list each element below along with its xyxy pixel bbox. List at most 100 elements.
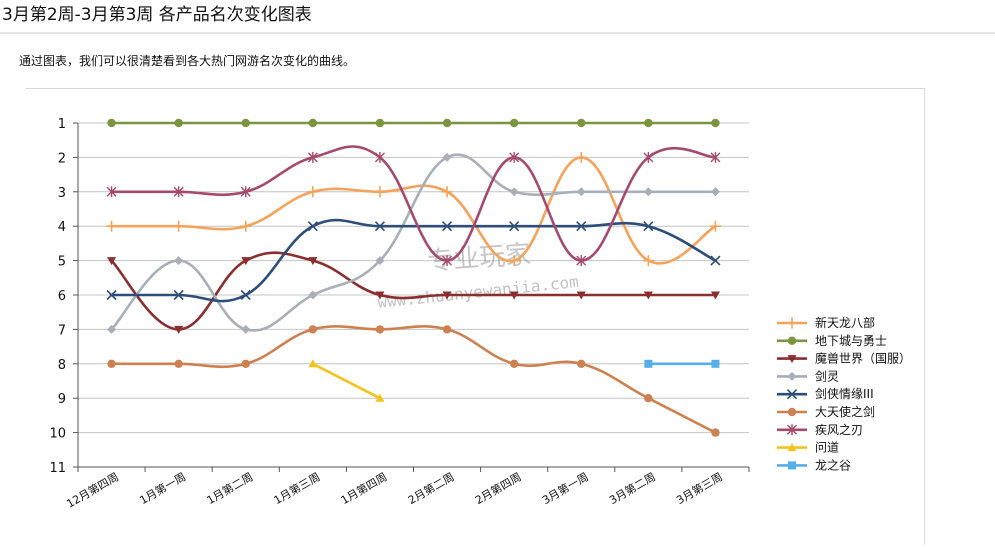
series-line — [110, 251, 717, 331]
data-point — [173, 220, 185, 232]
legend-item: 剑侠情缘III — [777, 386, 874, 401]
data-point — [788, 461, 796, 470]
data-point — [508, 255, 520, 267]
y-tick-label: 2 — [58, 151, 66, 166]
data-point — [442, 152, 452, 162]
data-point — [106, 220, 118, 232]
data-point — [442, 118, 452, 128]
data-point — [106, 289, 117, 301]
y-tick-label: 9 — [58, 392, 66, 407]
data-point — [711, 428, 720, 437]
series-line — [311, 362, 382, 400]
data-point — [642, 255, 654, 267]
data-point — [240, 186, 251, 198]
chart-frame — [26, 88, 925, 545]
data-point — [375, 256, 385, 266]
data-point — [174, 325, 184, 334]
data-point — [308, 118, 318, 128]
data-point — [375, 325, 385, 334]
data-point — [173, 186, 184, 198]
data-point — [308, 325, 318, 334]
data-point — [787, 407, 797, 417]
data-point — [786, 389, 798, 400]
data-point — [644, 359, 653, 368]
x-tick-label: 1月第三周 — [271, 469, 322, 507]
data-point — [374, 186, 386, 198]
data-point — [710, 291, 720, 300]
legend-item: 魔兽世界（国服） — [777, 351, 911, 366]
data-point — [307, 151, 318, 163]
y-tick-label: 4 — [58, 220, 66, 235]
watermark: 专业玩家 www.zhuanyewanjia.com — [376, 240, 579, 312]
data-point — [174, 256, 184, 266]
data-point — [509, 359, 519, 368]
data-point — [107, 257, 117, 266]
series-group — [106, 151, 721, 267]
y-tick-label: 11 — [49, 461, 66, 476]
y-tick-label: 5 — [58, 255, 66, 270]
data-point — [710, 255, 721, 266]
data-point — [107, 324, 117, 334]
data-point — [787, 443, 797, 452]
series-line — [110, 156, 717, 265]
series-line — [110, 325, 717, 434]
data-point — [240, 220, 252, 232]
data-point — [577, 118, 586, 128]
data-point — [711, 359, 720, 368]
series-group — [107, 251, 720, 334]
legend-label: 疾风之刃 — [815, 422, 863, 437]
data-point — [509, 221, 520, 232]
x-tick-label: 1月第四周 — [338, 469, 389, 507]
x-tick-label: 3月第三周 — [674, 469, 725, 507]
series-line — [110, 153, 717, 332]
data-point — [241, 118, 250, 128]
legend-label: 剑侠情缘III — [815, 386, 874, 401]
x-tick-label: 3月第一周 — [540, 469, 591, 507]
y-tick-label: 6 — [58, 289, 66, 304]
data-point — [308, 257, 318, 266]
data-point — [174, 359, 183, 368]
data-point — [576, 291, 586, 300]
x-tick-label: 2月第二周 — [405, 469, 456, 507]
legend-label: 大天使之剑 — [815, 404, 875, 419]
watermark-url: www.zhuanyewanjia.com — [376, 272, 579, 312]
legend-label: 新天龙八部 — [815, 315, 875, 330]
data-point — [509, 291, 519, 300]
y-tick-label: 1 — [58, 117, 66, 132]
data-point — [374, 221, 386, 232]
data-point — [509, 118, 519, 128]
data-point — [787, 371, 797, 381]
y-tick-label: 10 — [49, 427, 66, 442]
data-point — [374, 151, 385, 163]
series-group — [107, 152, 720, 334]
data-point — [576, 255, 587, 267]
x-tick-label: 12月第四周 — [64, 469, 121, 510]
data-point — [442, 255, 453, 267]
data-point — [442, 325, 452, 334]
data-point — [441, 186, 453, 198]
data-point — [375, 393, 385, 402]
data-point — [787, 336, 797, 345]
data-point — [711, 118, 720, 128]
data-point — [710, 151, 721, 163]
legend-label: 龙之谷 — [815, 458, 851, 472]
data-point — [644, 394, 653, 403]
legend-label: 地下城与勇士 — [815, 334, 887, 348]
legend-item: 剑灵 — [777, 368, 839, 383]
legend-item: 问道 — [777, 441, 839, 455]
data-point — [241, 359, 250, 368]
legend-label: 剑灵 — [815, 368, 839, 383]
x-tick-label: 2月第四周 — [472, 469, 523, 507]
data-point — [710, 187, 720, 197]
data-point — [644, 118, 653, 128]
x-tick-label: 3月第二周 — [607, 469, 658, 507]
x-tick-label: 1月第一周 — [137, 469, 188, 507]
series-group — [106, 145, 721, 267]
intro-text: 通过图表，我们可以很清楚看到各大热门网游名次变化的曲线。 — [19, 54, 356, 68]
data-point — [643, 291, 653, 300]
data-point — [308, 359, 318, 368]
data-point — [241, 257, 251, 266]
data-point — [709, 220, 721, 232]
